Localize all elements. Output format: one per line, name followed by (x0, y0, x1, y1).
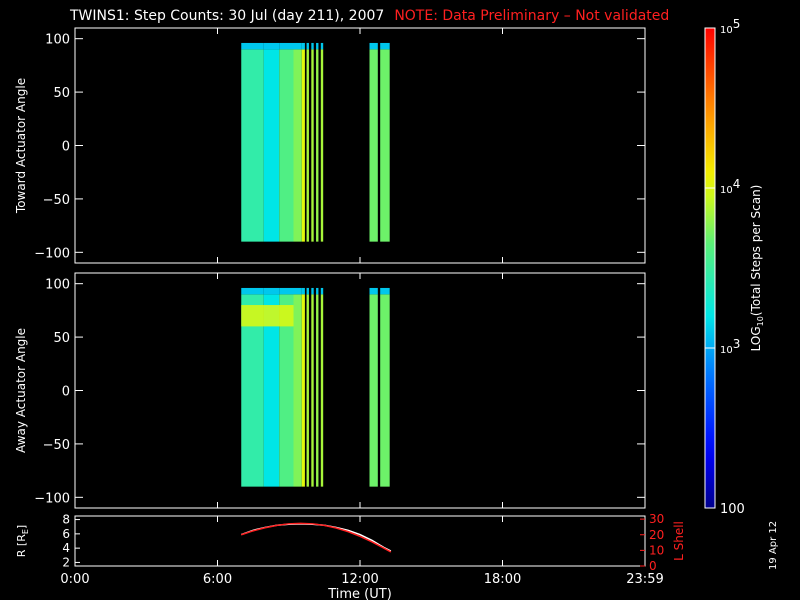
away-panel-ytick-label-1: 50 (53, 331, 70, 346)
away-panel-top-band-7 (316, 287, 319, 295)
toward-panel-top-band-7 (316, 42, 319, 50)
orbit-ylabel: R [RE] (15, 525, 30, 557)
away-panel-ytick-label-2: 0 (62, 385, 70, 400)
away-panel-heat-block-2 (279, 294, 294, 487)
chart-title-bar: TWINS1: Step Counts: 30 Jul (day 211), 2… (70, 8, 669, 24)
toward-panel-top-band-3 (293, 42, 302, 50)
x-tick-label-3: 18:00 (484, 572, 521, 587)
away-panel-top-band-6 (311, 287, 314, 295)
x-tick-label-4: 23:59 (626, 572, 663, 587)
away-panel-ytick-label-3: −50 (43, 438, 70, 453)
toward-panel-top-band-0 (241, 42, 264, 50)
orbit-y2tick-label-1: 20 (649, 528, 664, 542)
toward-panel-heat-block-4 (301, 49, 305, 242)
toward-panel-heat-block-1 (263, 49, 280, 242)
toward-panel-heat-block-10 (380, 49, 390, 242)
away-panel-heat-block-7 (316, 294, 319, 487)
away-panel-top-band-8 (320, 287, 324, 295)
x-tick-label-2: 12:00 (341, 572, 378, 587)
colorbar-tick-label-2: 103 (720, 337, 740, 356)
away-panel-frame (74, 272, 646, 509)
toward-panel-heat-block-2 (279, 49, 294, 242)
away-panel-heat-block-0 (241, 294, 264, 487)
away-panel-heat-block-10 (380, 294, 390, 487)
toward-panel-heat-block-5 (306, 49, 309, 242)
toward-panel-heat-block-3 (293, 49, 302, 242)
toward-panel-top-band-1 (263, 42, 280, 50)
colorbar (704, 27, 716, 509)
toward-panel-ytick-label-4: −100 (34, 246, 70, 261)
away-panel-top-band-1 (263, 287, 280, 295)
l-shell-line (241, 522, 392, 553)
toward-panel-heat-block-7 (316, 49, 319, 242)
colorbar-label: LOG10(Total Steps per Scan) (749, 185, 765, 352)
away-panel-heat-block-9 (369, 294, 378, 487)
away-panel-heat-block-3 (293, 294, 302, 487)
orbit-ytick-label-2: 4 (62, 541, 70, 555)
toward-panel-frame (74, 27, 646, 264)
colorbar-tick-label-1: 104 (720, 177, 740, 196)
toward-panel-ytick-label-0: 100 (45, 33, 70, 48)
x-tick-label-1: 6:00 (203, 572, 232, 587)
preliminary-note: NOTE: Data Preliminary – Not validated (394, 8, 670, 24)
toward-panel-heat-block-0 (241, 49, 264, 242)
away-panel-heat-block-8 (320, 294, 324, 487)
chart-title: TWINS1: Step Counts: 30 Jul (day 211), 2… (70, 8, 385, 24)
orbit-y2label: L Shell (672, 521, 686, 561)
colorbar-tick-label-0: 105 (720, 17, 740, 36)
away-panel-top-band-5 (306, 287, 309, 295)
toward-panel-heat-block-9 (369, 49, 378, 242)
orbit-ytick-label-0: 8 (62, 513, 70, 527)
orbit-y2tick-label-0: 30 (649, 512, 664, 526)
toward-panel-ytick-label-3: −50 (43, 193, 70, 208)
away-panel-heat-block-1 (263, 294, 280, 487)
colorbar-tick-label-3: 100 (720, 502, 745, 517)
toward-panel-top-band-4 (301, 42, 305, 50)
away-panel-ytick-label-4: −100 (34, 491, 70, 506)
x-tick-label-0: 0:00 (60, 572, 89, 587)
orbit-y2tick-label-2: 10 (649, 543, 664, 557)
toward-panel-top-band-2 (279, 42, 294, 50)
x-axis-label: Time (UT) (327, 587, 392, 600)
away-panel-top-band-0 (241, 287, 264, 295)
away-panel-top-band-4 (301, 287, 305, 295)
orbit-ytick-label-3: 2 (62, 555, 70, 569)
toward-panel-ytick-label-2: 0 (62, 140, 70, 155)
away-panel-ylabel: Away Actuator Angle (14, 328, 28, 453)
toward-panel-ytick-label-1: 50 (53, 86, 70, 101)
toward-panel-ylabel: Toward Actuator Angle (14, 78, 28, 214)
orbit-y2tick-label-3: 0 (649, 559, 657, 573)
toward-panel-top-band-6 (311, 42, 314, 50)
away-panel-ytick-label-0: 100 (45, 278, 70, 293)
away-panel-top-band-2 (279, 287, 294, 295)
toward-panel-top-band-9 (369, 42, 378, 50)
toward-panel-top-band-8 (320, 42, 324, 50)
toward-panel-heat-block-6 (311, 49, 314, 242)
away-panel-top-band-9 (369, 287, 378, 295)
away-panel-heat-block-4 (301, 294, 305, 487)
orbit-ytick-label-1: 6 (62, 527, 70, 541)
away-panel-highlight-band (241, 305, 294, 327)
toward-panel-top-band-5 (306, 42, 309, 50)
date-stamp: 19 Apr 12 (768, 520, 779, 570)
away-panel-top-band-10 (380, 287, 390, 295)
away-panel-top-band-3 (293, 287, 302, 295)
away-panel-heat-block-5 (306, 294, 309, 487)
toward-panel-top-band-10 (380, 42, 390, 50)
away-panel-heat-block-6 (311, 294, 314, 487)
toward-panel-heat-block-8 (320, 49, 324, 242)
orbit-panel-frame (74, 515, 646, 567)
